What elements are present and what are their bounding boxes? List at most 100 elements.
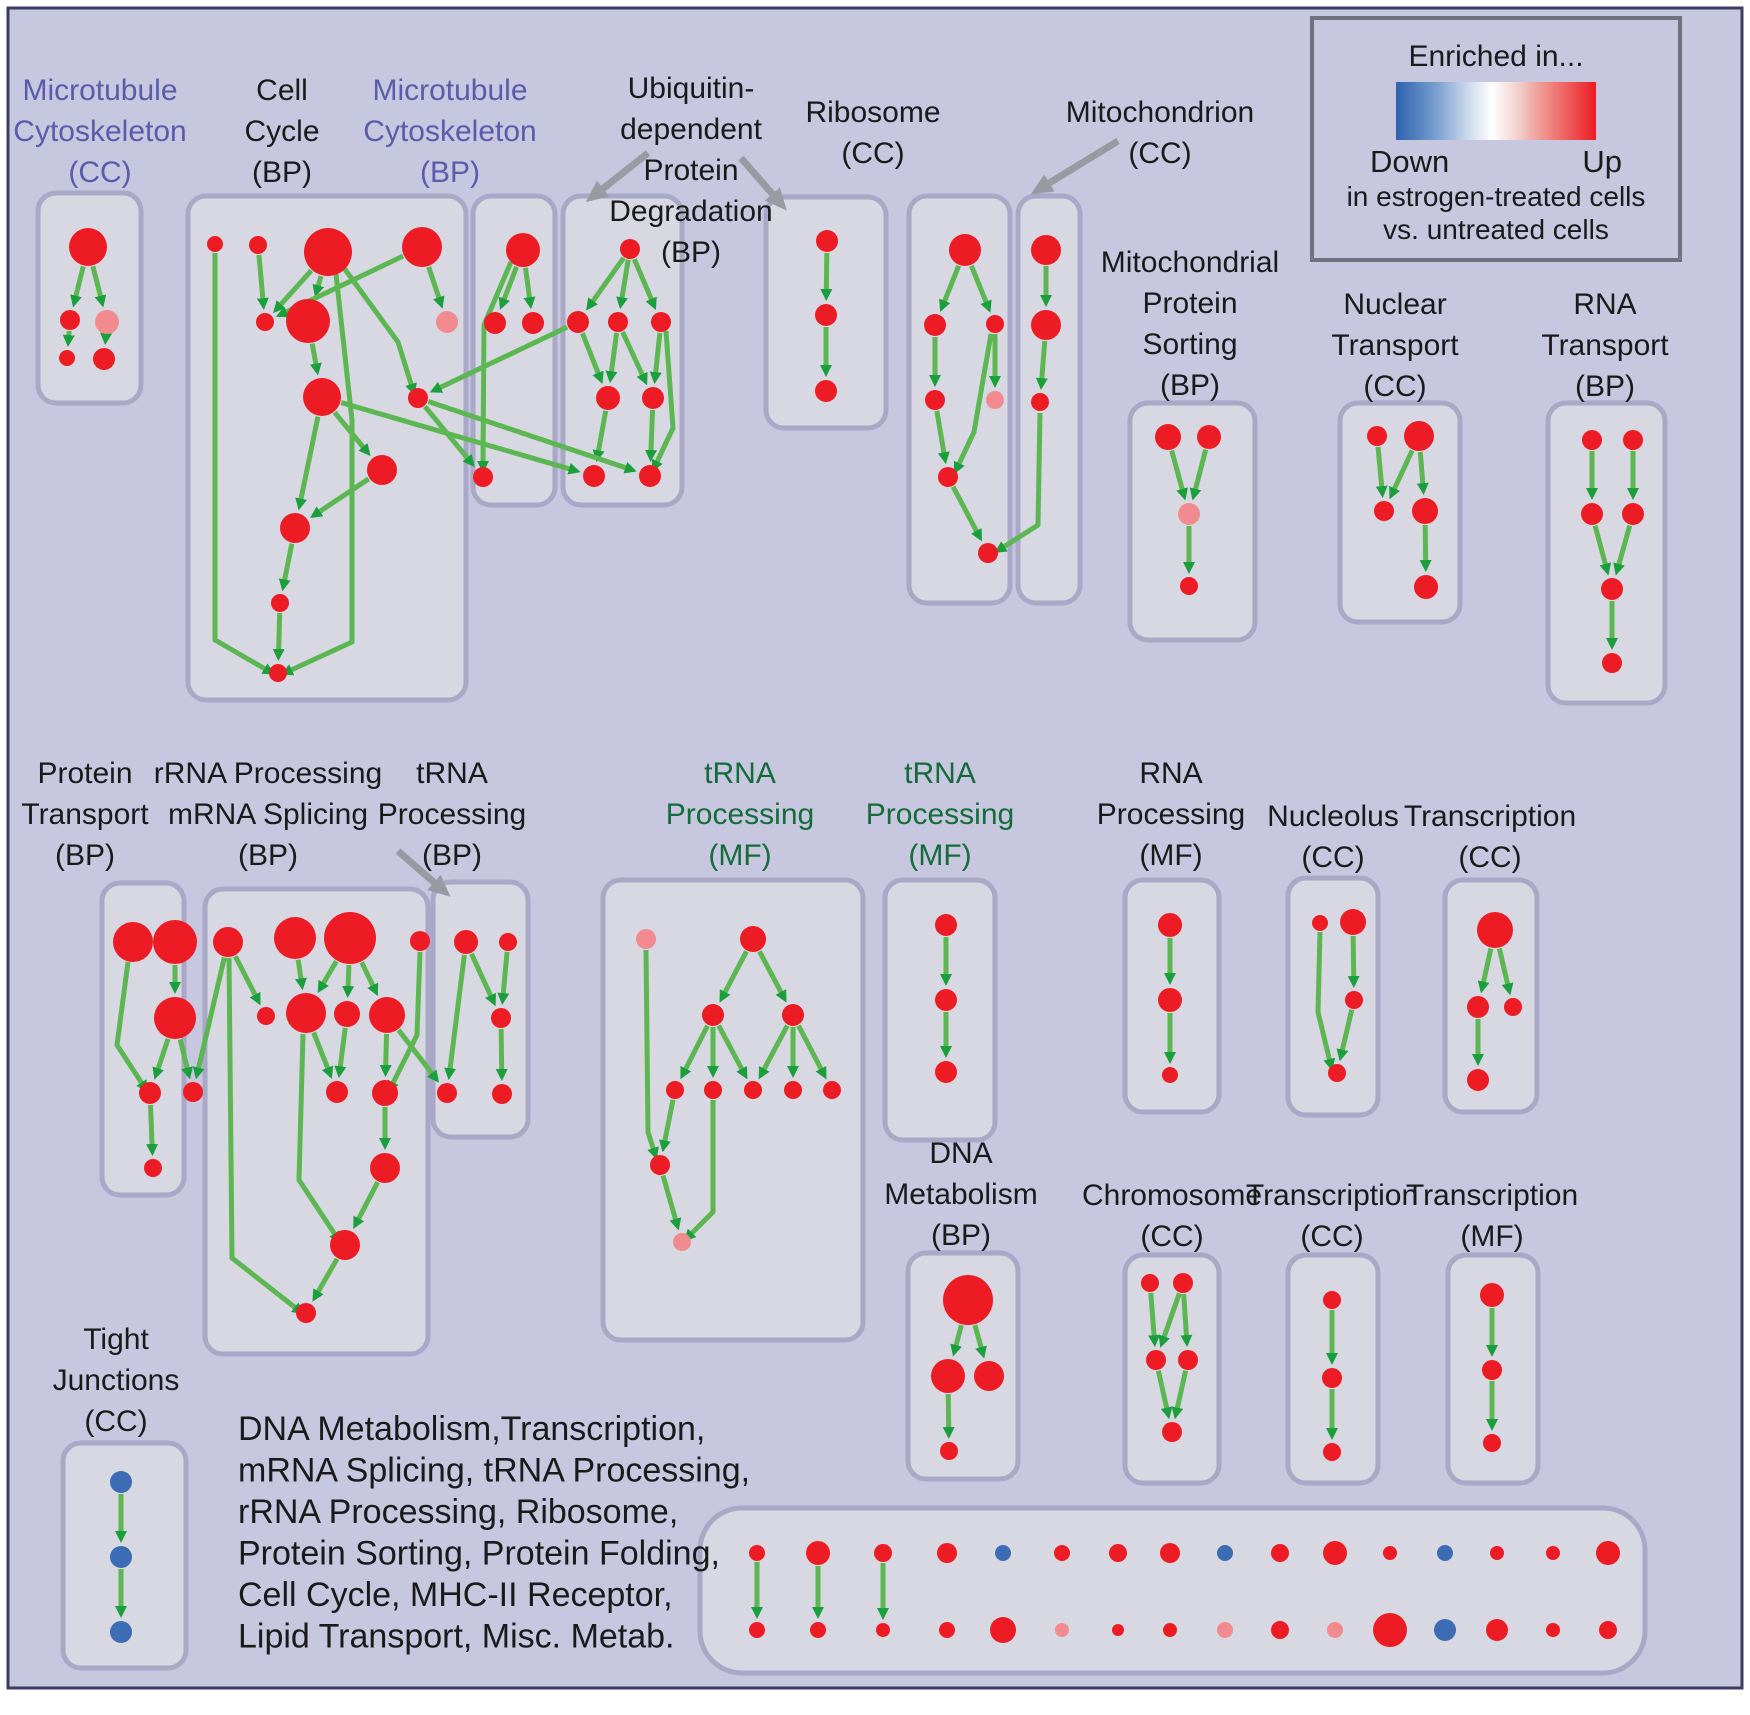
node-ubiq1-0 — [620, 239, 640, 259]
node-trna-mf-big-9 — [650, 1155, 670, 1175]
node-mt-cc-4 — [93, 348, 115, 370]
cluster-box-trna-mf-small — [882, 877, 998, 1143]
node-trna-mf-big-1 — [740, 926, 766, 952]
edge-arrow — [340, 400, 581, 475]
node-prot-transport-1 — [153, 920, 197, 964]
edge-arrow — [426, 266, 445, 309]
legend-subtitle-line2: vs. untreated cells — [1383, 214, 1609, 245]
node-misc-band-15 — [1596, 1541, 1620, 1565]
edge-arrow — [631, 258, 657, 311]
node-prot-transport-4 — [183, 1082, 203, 1102]
edge-arrow — [62, 330, 75, 348]
category-note-line: Lipid Transport, Misc. Metab. — [238, 1618, 675, 1656]
cluster-label-ubiq1: Ubiquitin-dependent Protein Degradation (BP… — [609, 72, 772, 269]
edge-arrow — [177, 1038, 193, 1080]
node-cell-cycle-7 — [303, 378, 341, 416]
cluster-label-nuc-transport: Nuclear Transport (CC) — [1331, 288, 1459, 403]
cluster-label-transcription-mf: Transcription (MF) — [1406, 1179, 1578, 1253]
edge-arrow — [495, 1028, 508, 1081]
node-cell-cycle-8 — [408, 388, 428, 408]
edge-arrow — [90, 265, 107, 308]
node-transcription-cc-a-3 — [1467, 1069, 1489, 1091]
label-pointer-arrow — [738, 155, 787, 211]
node-misc-band-12 — [1437, 1545, 1453, 1561]
node-rna-mf-2 — [1162, 1067, 1178, 1083]
cluster-label-tight-junctions: Tight Junctions (CC) — [53, 1323, 180, 1438]
node-ribosome-1 — [924, 314, 946, 336]
node-mito-sort-1 — [1197, 425, 1221, 449]
node-misc-band-21 — [1055, 1623, 1069, 1637]
node-misc-band-23 — [1163, 1623, 1177, 1637]
cluster-labels: Microtubule Cytoskeleton (CC) Cell Cycle (BP)… — [13, 72, 1669, 1438]
edge-arrow — [620, 330, 648, 386]
node-misc-band-10 — [1323, 1541, 1347, 1565]
node-misc-band-9 — [1271, 1544, 1289, 1562]
node-trna-bp-1 — [499, 933, 517, 951]
edge-arrow — [146, 1104, 159, 1157]
node-rrna-5 — [286, 993, 326, 1033]
node-rrna-12 — [296, 1303, 316, 1323]
cluster-label-trna-bp: tRNA Processing (BP) — [378, 757, 526, 872]
node-transcription-mf-0 — [1480, 1283, 1504, 1307]
annotation-arrows — [395, 138, 1120, 897]
node-rrna-8 — [326, 1081, 348, 1103]
node-rrna-2 — [324, 912, 376, 964]
node-nucleolus-3 — [1328, 1064, 1346, 1082]
edge-arrow — [1336, 1009, 1355, 1062]
node-cell-cycle-3 — [402, 227, 442, 267]
node-misc-band-17 — [810, 1622, 826, 1638]
edge-arrow — [649, 332, 663, 385]
node-misc-band-13 — [1490, 1546, 1504, 1560]
cluster-box-misc-band — [697, 1505, 1648, 1676]
node-cell-cycle-11 — [271, 594, 289, 612]
node-nucleolus-0 — [1312, 915, 1328, 931]
node-mt-cc-1 — [60, 310, 80, 330]
legend-up-label: Up — [1582, 144, 1622, 179]
node-prot-transport-5 — [144, 1159, 162, 1177]
category-note-line: Protein Sorting, Protein Folding, — [238, 1535, 720, 1573]
node-nuc-transport-4 — [1414, 575, 1438, 599]
node-mito-sort-0 — [1155, 424, 1181, 450]
node-misc-band-4 — [995, 1545, 1011, 1561]
node-rrna-6 — [334, 1001, 360, 1027]
node-cell-cycle-2 — [304, 228, 352, 276]
edge-arrow — [950, 485, 982, 542]
node-ribosome-0 — [949, 234, 981, 266]
edge-arrow — [469, 952, 496, 1007]
legend-subtitle-line1: in estrogen-treated cells — [1346, 181, 1646, 212]
cluster-label-trna-mf-small: tRNA Processing (MF) — [866, 757, 1014, 872]
edge-arrow — [820, 252, 833, 302]
node-transcription-mf-2 — [1483, 1434, 1501, 1452]
node-ubiq1-1 — [567, 311, 589, 333]
node-cell-cycle-10 — [280, 513, 310, 543]
edge-arrow — [953, 333, 994, 475]
edge-arrow — [969, 264, 992, 313]
cluster-label-rna-transport: RNA Transport (BP) — [1541, 288, 1669, 403]
edge-arrow — [334, 1027, 348, 1079]
edge-arrow — [586, 256, 626, 311]
node-cell-cycle-9 — [367, 455, 397, 485]
node-mito-sort-2 — [1178, 503, 1200, 525]
edge-arrow — [192, 957, 227, 1080]
edge-arrows — [62, 252, 1639, 1620]
edge-arrow — [396, 1028, 440, 1083]
edge-arrow — [379, 1033, 392, 1078]
node-misc-band-27 — [1373, 1613, 1407, 1647]
edge-arrow — [498, 265, 519, 310]
node-ribosome-3 — [925, 390, 945, 410]
node-nucleolus-1 — [1340, 909, 1366, 935]
node-trna-mf-big-10 — [673, 1233, 691, 1251]
edge-arrow — [616, 259, 631, 310]
edge-arrow — [387, 951, 423, 1094]
cluster-label-rna-mf: RNA Processing (MF) — [1097, 757, 1245, 872]
edge-arrow — [1169, 449, 1188, 501]
edge-arrow — [317, 960, 339, 994]
node-misc-band-11 — [1383, 1546, 1397, 1560]
node-misc-band-20 — [990, 1617, 1016, 1643]
node-ubiq1-4 — [596, 386, 620, 410]
edge-arrow — [294, 959, 307, 991]
node-mt-bp-2 — [522, 312, 544, 334]
node-prot-transport-3 — [139, 1082, 161, 1104]
edge-arrow — [1375, 446, 1388, 499]
